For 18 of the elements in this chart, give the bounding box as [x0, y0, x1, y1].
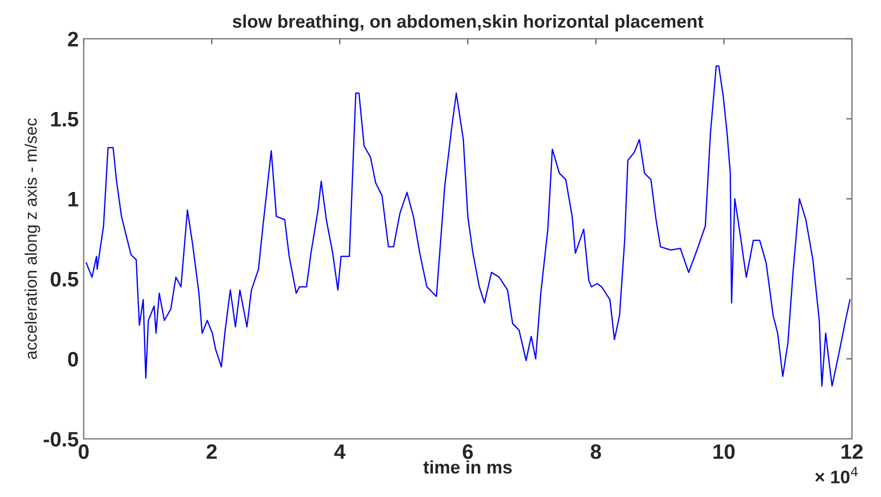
x-tick-label: 2 [206, 444, 217, 459]
y-tick-label: 0 [68, 352, 78, 367]
y-axis-title: acceleration along z axis - m/sec [24, 118, 40, 359]
text: × 10$^{4}$ [815, 467, 858, 484]
chart-title: slow breathing, on abdomen,skin horizontal placement [232, 14, 704, 32]
x-tick-label: 12 [842, 444, 863, 459]
y-tick-label: 2 [68, 32, 78, 46]
x-tick-label: 8 [590, 444, 602, 460]
y-tick-label: 1 [68, 192, 78, 206]
x-tick-label: 0 [78, 444, 89, 460]
y-tick-label: 1.5 [51, 112, 78, 127]
x-tick-label: 10 [714, 444, 735, 460]
y-tick-label: -0.5 [44, 432, 78, 447]
y-tick-label: 0.5 [50, 272, 78, 287]
x-axis-title: time in ms [423, 460, 512, 474]
x-tick-label: 4 [334, 444, 346, 459]
x-tick-label: 6 [462, 444, 473, 460]
line-series [86, 65, 851, 387]
